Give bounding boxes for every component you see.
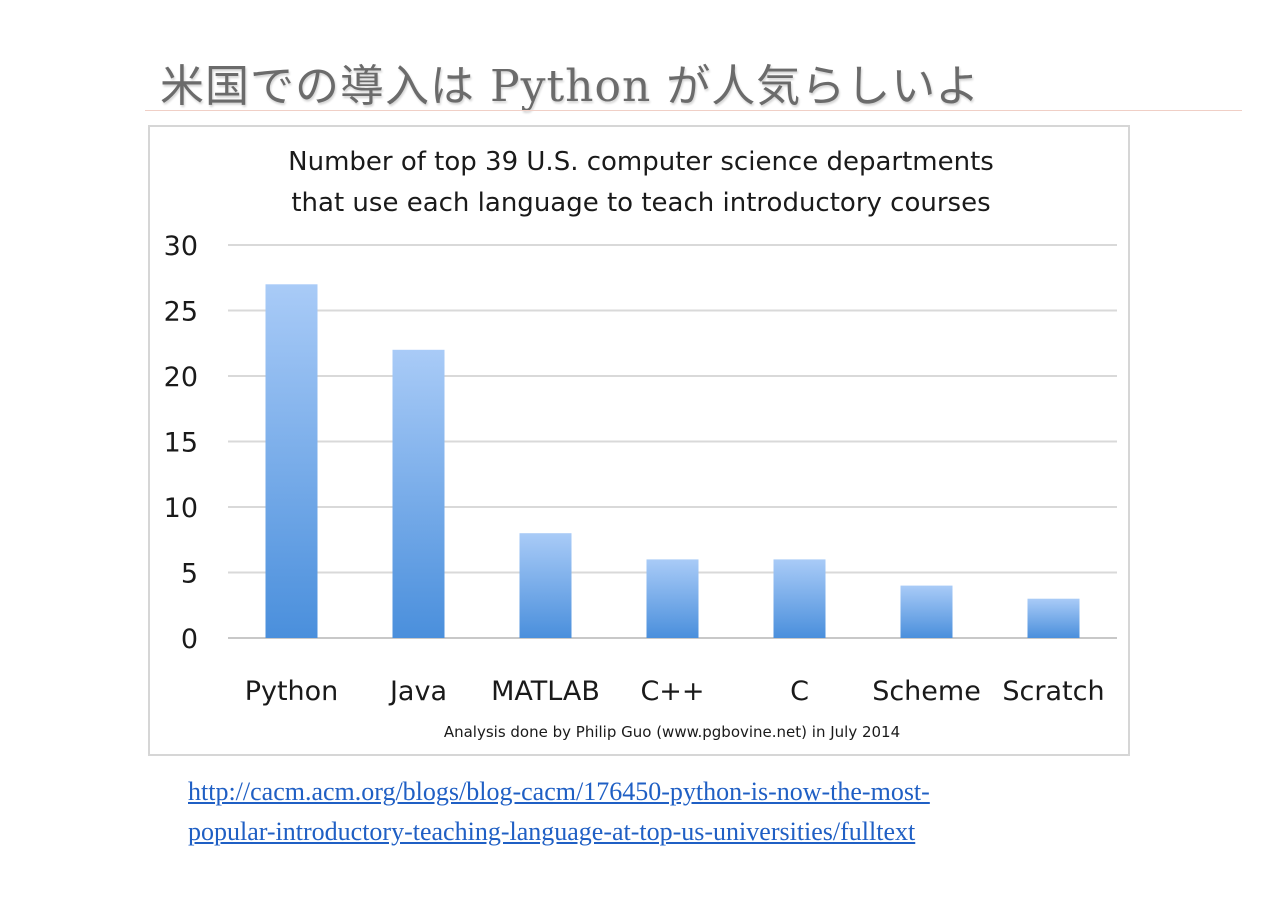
x-axis-labels: Python Java MATLAB C++ C Scheme Scratch [245,676,1105,707]
chart-title: Number of top 39 U.S. computer science d… [288,147,994,177]
bar-chart: Number of top 39 U.S. computer science d… [164,147,1117,741]
slide-title: 米国での導入は Python が人気らしいよ [160,61,981,112]
y-tick-label: 30 [164,231,198,262]
y-tick-label: 20 [164,362,198,393]
grid-lines [228,244,1117,639]
x-tick-label: MATLAB [491,676,600,707]
x-tick-label: C++ [640,676,704,707]
y-tick-label: 0 [181,624,198,655]
source-link-line1[interactable]: http://cacm.acm.org/blogs/blog-cacm/1764… [188,777,930,806]
y-tick-label: 25 [164,297,198,328]
x-tick-label: Scratch [1002,676,1104,707]
y-axis-ticks: 0 5 10 15 20 25 30 [164,231,198,655]
y-tick-label: 15 [164,428,198,459]
bar-matlab [519,533,572,638]
chart-subtitle: that use each language to teach introduc… [291,188,990,218]
bars [265,284,1080,638]
bar-c- [646,559,699,638]
bar-scheme [900,585,953,638]
x-tick-label: C [790,676,809,707]
bar-java [392,349,445,638]
title-divider [145,110,1242,111]
bar-python [265,284,318,638]
chart-frame: Number of top 39 U.S. computer science d… [148,125,1130,756]
y-tick-label: 10 [164,493,198,524]
bar-scratch [1027,598,1080,638]
source-link-line2[interactable]: popular-introductory-teaching-language-a… [188,817,916,846]
y-tick-label: 5 [181,559,198,590]
x-tick-label: Java [388,676,447,707]
x-tick-label: Scheme [872,676,981,707]
x-tick-label: Python [245,676,339,707]
bar-c [773,559,826,638]
chart-annotation: Analysis done by Philip Guo (www.pgbovin… [444,723,900,741]
source-link[interactable]: http://cacm.acm.org/blogs/blog-cacm/1764… [188,772,1108,852]
